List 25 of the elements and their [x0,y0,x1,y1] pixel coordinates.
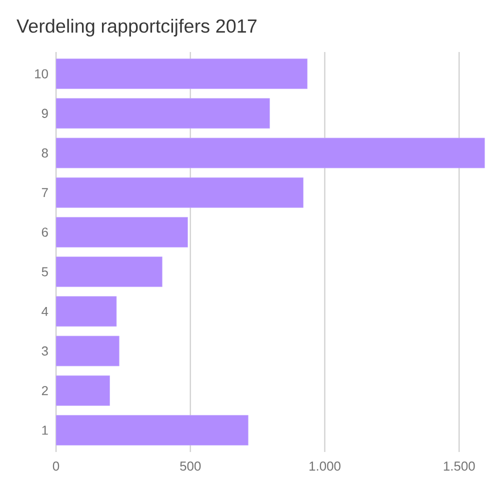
bar [56,138,485,168]
bar [56,177,304,208]
y-tick-label: 6 [42,228,48,237]
y-tick-label: 5 [42,267,48,276]
bar [56,98,270,129]
y-tick-label: 10 [35,69,48,78]
y-tick-label: 1 [42,426,48,435]
y-tick-label: 8 [42,148,48,158]
y-tick-label: 3 [42,346,48,356]
bar [56,415,248,446]
y-tick-label: 2 [42,386,48,396]
y-tick-label: 4 [42,306,48,316]
bar [56,336,120,366]
bar [56,296,117,327]
bar [56,58,308,89]
bar [56,216,188,248]
bar [56,375,110,406]
bar [56,256,162,287]
x-tick-label: 1.500 [444,462,475,471]
x-tick-label: 0 [52,462,60,471]
x-tick-label: 1.000 [310,462,340,471]
y-tick-label: 9 [42,108,48,118]
x-tick-label: 500 [180,462,201,471]
chart-title: Verdeling rapportcijfers 2017 [16,18,256,36]
y-tick-label: 7 [42,188,48,198]
